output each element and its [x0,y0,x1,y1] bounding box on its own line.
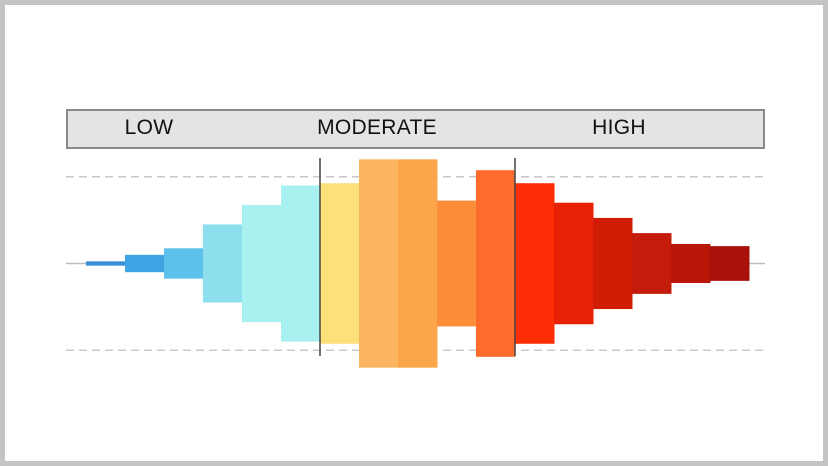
band-label-low: LOW [124,116,174,139]
category-label-bar [66,109,765,149]
bar-9 [398,159,438,368]
bar-13 [554,202,594,325]
bar-16 [671,243,711,284]
bar-2 [125,254,165,273]
bar-15 [632,233,672,294]
bar-8 [359,159,399,368]
band-label-high: HIGH [592,116,646,139]
bar-6 [281,185,321,342]
bar-11 [476,170,516,357]
bar-12 [515,183,555,344]
bar-1 [86,261,126,266]
bar-3 [164,248,204,279]
bar-10 [437,200,477,327]
bar-17 [710,246,750,281]
bar-14 [593,217,633,310]
bar-4 [203,224,243,303]
band-label-moderate: MODERATE [317,116,437,139]
bar-7 [320,183,360,344]
bar-5 [242,204,282,323]
